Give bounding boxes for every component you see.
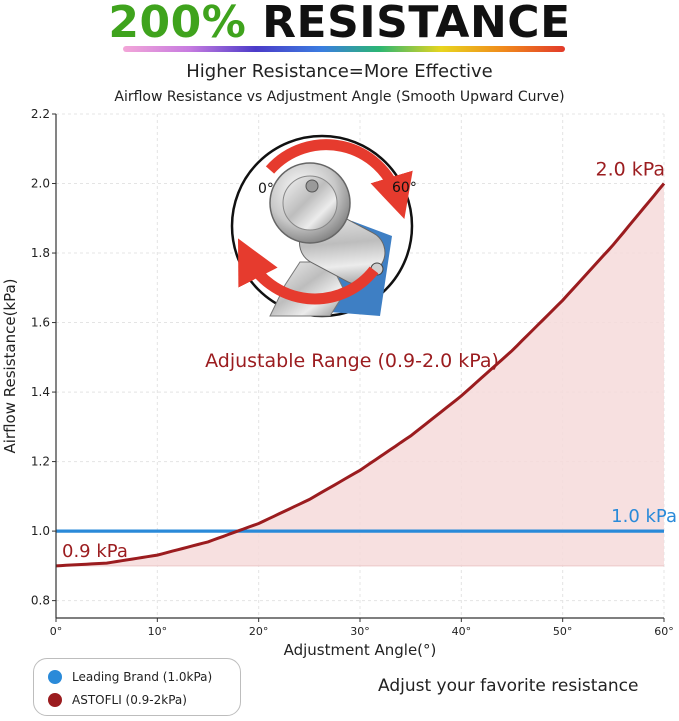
y-tick-label: 1.0	[31, 524, 50, 538]
rainbow-underline	[123, 46, 565, 52]
tagline: Adjust your favorite resistance	[378, 676, 639, 696]
annotations: 2.0 kPa 1.0 kPa 0.9 kPa Adjustable Range (0…	[62, 159, 677, 562]
rotate-left-arrow-icon	[237, 238, 379, 305]
x-tick-label: 40°	[452, 625, 472, 638]
y-tick-label: 2.2	[31, 107, 50, 121]
banner-percent: 200%	[108, 0, 247, 48]
subtitle: Higher Resistance=More Effective	[186, 61, 493, 82]
x-tick-label: 20°	[249, 625, 269, 638]
x-tick-label: 0°	[50, 625, 63, 638]
series-line-astofli	[55, 182, 666, 568]
y-tick-label: 1.6	[31, 316, 50, 330]
legend-label-astofli: ASTOFLI (0.9-2kPa)	[72, 692, 187, 707]
knob-label-max: 60°	[392, 180, 417, 196]
legend-dot-blue	[48, 669, 62, 684]
x-tick-label: 60°	[654, 625, 674, 638]
annotation-leading: 1.0 kPa	[611, 506, 677, 527]
rotate-right-arrow-icon	[265, 139, 413, 220]
y-tick-label: 1.2	[31, 455, 50, 469]
series-lines	[55, 182, 666, 568]
range-fill-layer	[56, 183, 664, 567]
legend-item-leading-brand: Leading Brand (1.0kPa)	[48, 665, 240, 688]
x-tick-label: 10°	[148, 625, 168, 638]
legend-label-leading-brand: Leading Brand (1.0kPa)	[72, 669, 213, 684]
tick-labels: 0° 10° 20° 30° 40° 50° 60° 0.8 1.0 1.2 1.4 1.6 1.8 2.…	[1, 107, 674, 659]
chart-axes	[52, 113, 665, 622]
legend: Leading Brand (1.0kPa) ASTOFLI (0.9-2kPa…	[33, 658, 241, 716]
y-tick-label: 1.4	[31, 385, 50, 399]
legend-item-astofli: ASTOFLI (0.9-2kPa)	[48, 688, 240, 711]
banner-word: RESISTANCE	[262, 0, 571, 48]
annotation-max: 2.0 kPa	[595, 159, 665, 181]
x-tick-label: 30°	[350, 625, 370, 638]
x-tick-label: 50°	[553, 625, 573, 638]
knob-illustration: 0° 60°	[230, 134, 417, 318]
knob-label-min: 0°	[258, 181, 274, 197]
y-tick-label: 1.8	[31, 246, 50, 260]
legend-dot-red	[48, 692, 62, 707]
y-tick-label: 2.0	[31, 177, 50, 191]
y-axis-label: Airflow Resistance(kPa)	[1, 278, 19, 453]
x-axis-label: Adjustment Angle(°)	[284, 641, 437, 659]
annotation-range: Adjustable Range (0.9-2.0 kPa)	[205, 350, 499, 372]
knob-chrome-part	[269, 162, 386, 317]
annotation-min: 0.9 kPa	[62, 541, 128, 562]
chart-title: Airflow Resistance vs Adjustment Angle (…	[114, 89, 565, 105]
y-tick-label: 0.8	[31, 594, 50, 608]
adjustable-range-fill	[56, 183, 664, 566]
banner-title: 200% RESISTANCE	[0, 0, 679, 46]
